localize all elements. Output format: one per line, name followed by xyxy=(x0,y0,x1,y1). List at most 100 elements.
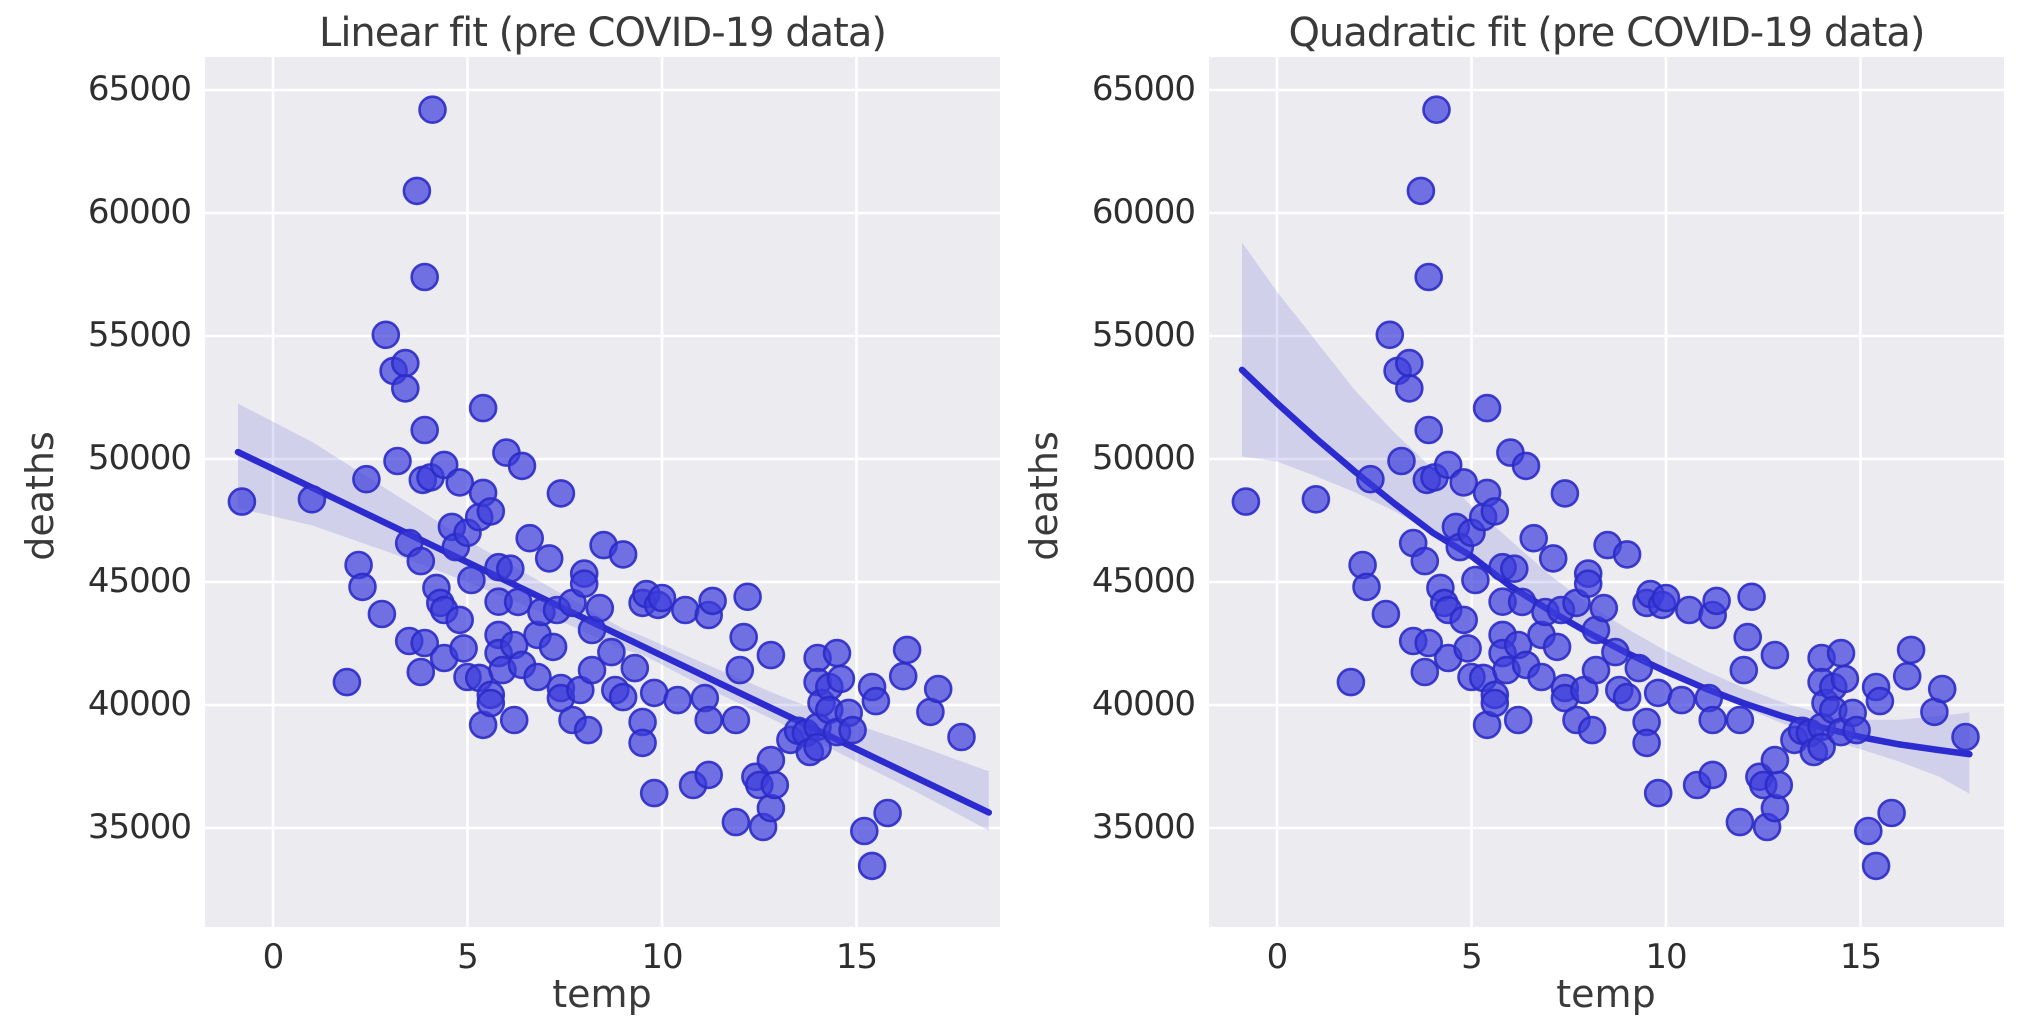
plot-background xyxy=(205,57,1000,927)
y-tick-label: 50000 xyxy=(1091,438,1196,478)
data-point xyxy=(297,484,327,514)
data-point xyxy=(1632,728,1661,758)
data-point xyxy=(639,778,669,808)
data-point xyxy=(1449,468,1478,497)
x-tick-label: 0 xyxy=(1266,937,1289,977)
data-point xyxy=(515,523,545,553)
data-point xyxy=(1702,586,1731,616)
data-point xyxy=(1480,497,1510,526)
data-point xyxy=(1449,605,1478,635)
x-axis-label-quadratic: temp xyxy=(1556,972,1656,1016)
x-tick-label: 15 xyxy=(1839,937,1882,977)
data-point xyxy=(507,451,537,481)
data-point xyxy=(698,586,727,616)
data-point xyxy=(367,599,397,629)
data-point xyxy=(391,348,420,378)
data-point xyxy=(476,688,506,718)
data-point xyxy=(756,793,786,823)
plot-background xyxy=(1209,57,2004,927)
linear-fit-line xyxy=(234,448,993,816)
y-tick-label: 40000 xyxy=(1091,684,1196,724)
data-point xyxy=(1643,678,1673,708)
data-point xyxy=(1336,667,1366,697)
data-point xyxy=(577,655,607,685)
data-point xyxy=(1581,655,1611,685)
data-point xyxy=(332,667,362,697)
data-point xyxy=(923,674,953,704)
data-point xyxy=(756,640,786,670)
y-tick-label: 50000 xyxy=(87,438,192,478)
data-point xyxy=(371,320,401,350)
data-point xyxy=(1892,661,1922,691)
data-point xyxy=(849,816,879,846)
data-point xyxy=(620,653,650,683)
data-point xyxy=(721,705,751,735)
data-point xyxy=(1527,662,1556,692)
x-tick-label: 10 xyxy=(641,937,683,977)
data-point xyxy=(1737,582,1766,612)
data-point xyxy=(1519,523,1549,553)
data-point xyxy=(1461,565,1490,595)
data-point xyxy=(1951,722,1980,752)
data-point xyxy=(1395,374,1424,403)
data-point xyxy=(1589,593,1619,623)
data-point xyxy=(383,446,412,476)
data-point xyxy=(1760,745,1790,775)
data-point xyxy=(1453,634,1482,663)
data-point xyxy=(410,262,439,292)
data-point xyxy=(1826,638,1856,668)
y-tick-label: 35000 xyxy=(87,807,192,847)
y-tick-label: 60000 xyxy=(1091,192,1196,232)
data-point xyxy=(523,662,552,692)
data-point xyxy=(1807,732,1836,762)
y-tick-label: 45000 xyxy=(87,561,192,601)
data-point xyxy=(468,393,498,423)
data-point xyxy=(1725,705,1755,735)
x-tick-label: 10 xyxy=(1645,937,1687,977)
data-point xyxy=(1651,583,1681,613)
data-point xyxy=(1511,451,1541,481)
data-point xyxy=(1927,674,1957,704)
data-point xyxy=(406,657,436,687)
data-point xyxy=(1725,807,1755,837)
y-tick-label: 55000 xyxy=(1091,315,1196,355)
panel-title-quadratic: Quadratic fit (pre COVID-19 data) xyxy=(1288,10,1925,56)
data-point xyxy=(1406,176,1436,206)
data-point xyxy=(1387,446,1416,476)
data-point xyxy=(822,638,852,668)
data-point xyxy=(628,728,657,758)
data-point xyxy=(585,593,615,623)
data-point xyxy=(1538,544,1568,573)
data-point xyxy=(663,685,692,715)
data-point xyxy=(1577,715,1607,745)
data-point xyxy=(1674,595,1704,625)
data-point xyxy=(694,760,724,790)
y-tick-label: 40000 xyxy=(87,684,192,724)
data-point xyxy=(803,732,832,762)
data-point xyxy=(348,572,377,602)
data-point xyxy=(1375,320,1405,350)
data-point xyxy=(725,655,755,685)
data-point xyxy=(947,722,976,752)
data-point xyxy=(402,176,432,206)
x-axis-label-linear: temp xyxy=(552,972,652,1016)
data-point xyxy=(857,851,887,881)
data-point xyxy=(1301,484,1331,514)
data-point xyxy=(1643,778,1673,808)
data-point xyxy=(457,565,486,595)
data-point xyxy=(670,595,700,625)
data-point xyxy=(892,635,922,665)
confidence-band xyxy=(1242,242,1970,794)
data-point xyxy=(1830,664,1860,694)
y-tick-label: 45000 xyxy=(1091,561,1196,601)
data-point xyxy=(1853,816,1883,846)
data-point xyxy=(410,628,439,658)
data-point xyxy=(534,544,564,573)
data-point xyxy=(1733,622,1763,652)
data-point xyxy=(733,582,762,612)
scatter-plot-quadratic xyxy=(1209,57,2004,927)
data-point xyxy=(888,661,918,691)
data-point xyxy=(1624,653,1654,683)
x-tick-label: 5 xyxy=(457,937,479,977)
